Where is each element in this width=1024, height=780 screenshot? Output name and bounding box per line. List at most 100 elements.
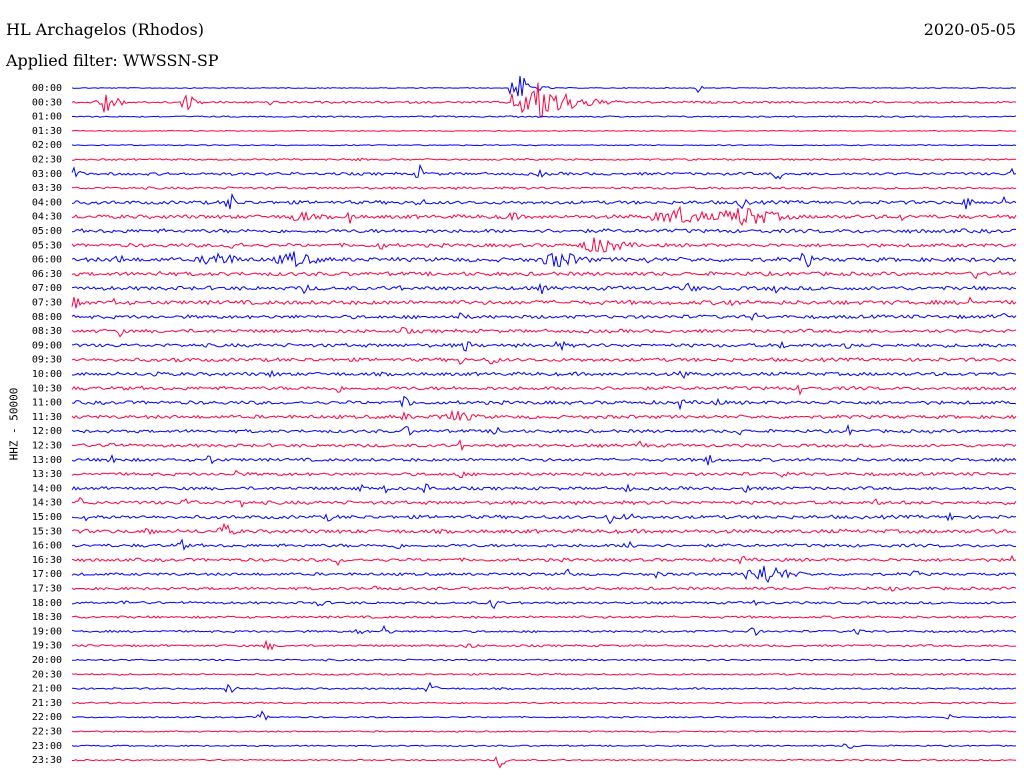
- trace-line: [71, 296, 1017, 309]
- trace-line: [71, 115, 1017, 118]
- trace-line: [71, 282, 1017, 295]
- row-label: 22:30: [32, 727, 62, 738]
- row-label: 08:00: [32, 312, 62, 323]
- row-label: 18:30: [32, 612, 62, 623]
- row-labels: 00:00 00:30 01:00 01:30 02:00 02:30 03:00 03:30…: [32, 83, 62, 766]
- trace-line: [71, 681, 1017, 693]
- row-label: 06:00: [32, 255, 62, 266]
- trace-line: [71, 710, 1016, 721]
- row-label: 21:00: [32, 684, 62, 695]
- trace-line: [71, 395, 1017, 411]
- trace-line: [71, 82, 1017, 118]
- trace-line: [71, 743, 1017, 749]
- row-label: 01:30: [32, 126, 62, 137]
- row-label: 15:30: [32, 526, 62, 537]
- trace-line: [71, 192, 1017, 210]
- row-label: 06:30: [32, 269, 62, 280]
- trace-line: [71, 454, 1017, 466]
- trace-line: [71, 615, 1017, 619]
- filter-label: Applied filter: WWSSN-SP: [6, 51, 219, 70]
- trace-line: [71, 672, 1016, 676]
- row-label: 21:30: [32, 698, 62, 709]
- trace-line: [71, 599, 1017, 610]
- row-label: 12:00: [32, 426, 62, 437]
- row-label: 17:00: [32, 569, 62, 580]
- trace-line: [71, 730, 1017, 733]
- trace-line: [71, 186, 1017, 190]
- row-label: 07:30: [32, 298, 62, 309]
- row-label: 22:00: [32, 712, 62, 723]
- trace-line: [71, 251, 1017, 268]
- row-label: 02:30: [32, 155, 62, 166]
- row-label: 03:30: [32, 183, 62, 194]
- row-label: 20:30: [32, 669, 62, 680]
- row-label: 04:00: [32, 197, 62, 208]
- row-label: 07:00: [32, 283, 62, 294]
- trace-line: [71, 639, 1017, 651]
- trace-line: [71, 75, 1017, 97]
- trace-line: [71, 144, 1017, 147]
- trace-line: [71, 511, 1017, 525]
- row-label: 14:00: [32, 483, 62, 494]
- row-label: 03:00: [32, 169, 62, 180]
- trace-line: [71, 205, 1017, 226]
- row-label: 04:30: [32, 212, 62, 223]
- trace-line: [71, 483, 1017, 494]
- trace-line: [71, 554, 1017, 567]
- trace-line: [71, 624, 1017, 637]
- row-label: 17:30: [32, 584, 62, 595]
- trace-line: [71, 384, 1017, 396]
- row-label: 19:00: [32, 626, 62, 637]
- row-label: 18:00: [32, 598, 62, 609]
- row-label: 23:30: [32, 755, 62, 766]
- row-label: 10:30: [32, 383, 62, 394]
- trace-line: [71, 585, 1017, 592]
- trace-line: [71, 423, 1017, 436]
- row-label: 01:00: [32, 112, 62, 123]
- trace-line: [71, 163, 1017, 180]
- row-label: 09:00: [32, 340, 62, 351]
- trace-line: [71, 129, 1017, 132]
- row-label: 00:00: [32, 83, 62, 94]
- trace-line: [72, 369, 1017, 380]
- trace-line: [71, 312, 1017, 321]
- row-label: 15:00: [32, 512, 62, 523]
- row-label: 23:00: [32, 741, 62, 752]
- row-label: 09:30: [32, 355, 62, 366]
- row-label: 05:00: [32, 226, 62, 237]
- row-label: 11:00: [32, 398, 62, 409]
- trace-line: [71, 357, 1017, 365]
- row-label: 19:30: [32, 641, 62, 652]
- row-label: 20:00: [32, 655, 62, 666]
- trace-line: [71, 701, 1017, 705]
- trace-line: [71, 157, 1017, 162]
- trace-line: [71, 237, 1017, 253]
- trace-line: [71, 522, 1017, 536]
- date-label: 2020-05-05: [923, 20, 1016, 39]
- row-label: 00:30: [32, 97, 62, 108]
- trace-line: [71, 326, 1017, 338]
- row-label: 08:30: [32, 326, 62, 337]
- trace-line: [72, 755, 1017, 769]
- row-label: 12:30: [32, 441, 62, 452]
- trace-line: [71, 538, 1017, 551]
- row-label: 16:00: [32, 541, 62, 552]
- row-label: 10:00: [32, 369, 62, 380]
- trace-line: [71, 469, 1017, 478]
- trace-line: [71, 565, 1017, 584]
- row-label: 14:30: [32, 498, 62, 509]
- row-label: 16:30: [32, 555, 62, 566]
- station-title: HL Archagelos (Rhodos): [6, 20, 204, 39]
- row-label: 02:00: [32, 140, 62, 151]
- traces: [71, 75, 1017, 769]
- trace-line: [71, 340, 1017, 352]
- trace-line: [72, 658, 1017, 662]
- trace-line: [71, 439, 1017, 452]
- trace-line: [71, 270, 1017, 280]
- row-label: 05:30: [32, 240, 62, 251]
- row-label: 13:30: [32, 469, 62, 480]
- trace-line: [71, 409, 1017, 422]
- row-label: 13:00: [32, 455, 62, 466]
- trace-line: [71, 496, 1017, 509]
